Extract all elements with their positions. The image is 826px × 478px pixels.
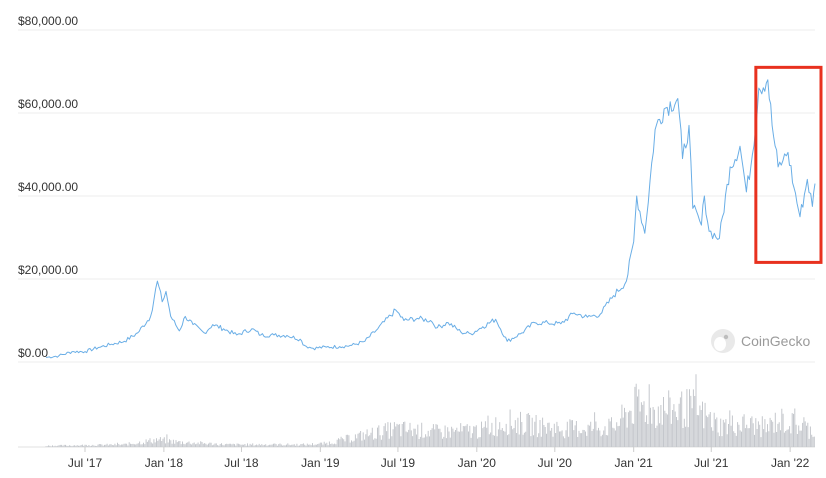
x-axis: Jul '17 Jan '18 Jul '18 Jan '19 Jul '19 Jan '… [68,447,810,470]
x-tick-label: Jul '19 [381,456,416,470]
watermark: CoinGecko [711,329,810,353]
x-tick-label: Jul '20 [538,456,573,470]
y-tick-label: $20,000.00 [18,263,78,277]
x-tick-label: Jul '21 [694,456,729,470]
highlight-box [754,65,823,264]
x-tick-label: Jan '22 [771,456,810,470]
x-tick-label: Jul '18 [224,456,259,470]
x-tick-label: Jan '21 [615,456,654,470]
y-tick-label: $80,000.00 [18,14,78,28]
gecko-icon-eye [723,334,729,340]
y-tick-label: $40,000.00 [18,180,78,194]
gecko-icon-body [714,337,726,351]
x-tick-label: Jan '20 [458,456,497,470]
volume-bar [45,374,815,447]
y-tick-label: $0.00 [18,346,48,360]
x-tick-label: Jan '19 [301,456,340,470]
price-line [45,79,816,359]
x-tick-label: Jan '18 [145,456,184,470]
volume-bars [45,374,815,447]
watermark-text: CoinGecko [741,333,810,349]
y-tick-label: $60,000.00 [18,97,78,111]
y-axis: $0.00 $20,000.00 $40,000.00 $60,000.00 $80,0… [18,14,78,360]
annotation-layer [754,65,823,264]
grid-layer [18,29,815,448]
x-tick-label: Jul '17 [68,456,103,470]
price-line-layer [45,79,816,359]
